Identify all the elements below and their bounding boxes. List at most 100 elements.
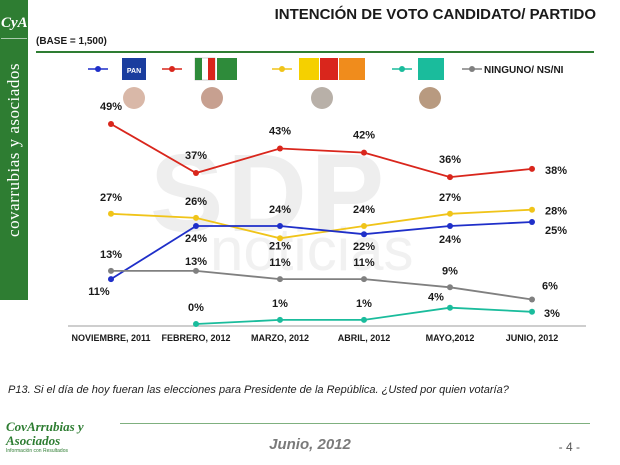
x-axis-labels: NOVIEMBRE, 2011 FEBRERO, 2012 MARZO, 2012 A…	[71, 333, 558, 343]
data-point-pan	[277, 223, 283, 229]
header-rule	[36, 51, 594, 53]
data-point-ninguno	[361, 276, 367, 283]
data-point-prd	[108, 210, 114, 217]
data-label-ninguno: 11%	[269, 257, 291, 269]
data-label-ninguno: 13%	[100, 249, 122, 261]
data-point-pan	[447, 223, 453, 229]
data-label-prd: 27%	[439, 192, 461, 204]
page-number: - 4 -	[558, 440, 580, 454]
data-point-pri	[108, 121, 114, 127]
legend-marker-prd	[279, 66, 285, 72]
legend-marker-pan	[95, 66, 101, 72]
data-label-prd: 24%	[353, 204, 375, 216]
data-point-panal	[529, 308, 535, 315]
data-point-ninguno	[193, 267, 199, 274]
data-label-panal: 1%	[356, 298, 372, 310]
plot-area: 49% 37% 43% 42% 36% 38% 27% 26% 21% 24% 27% 28% 11% 2…	[88, 101, 567, 327]
data-label-pan: 25%	[545, 225, 567, 237]
data-label-ninguno: 6%	[542, 281, 558, 293]
data-label-prd: 27%	[100, 192, 122, 204]
x-tick-label: FEBRERO, 2012	[161, 333, 230, 343]
series-line-pri	[110, 123, 533, 179]
legend: PAN NINGUNO/ NS/NI	[88, 57, 564, 109]
x-tick-label: MAYO,2012	[426, 333, 475, 343]
data-label-pri: 43%	[269, 126, 291, 138]
nueva-alianza-logo-icon	[418, 58, 444, 80]
legend-label-ninguno: NINGUNO/ NS/NI	[484, 65, 564, 76]
data-label-pri: 36%	[439, 154, 461, 166]
data-label-panal: 4%	[428, 292, 444, 304]
candidate-photo-pan-icon	[123, 87, 145, 109]
x-tick-label: ABRIL, 2012	[338, 333, 391, 343]
footer-logo-tagline: Información con Resultados	[6, 448, 68, 454]
data-label-ninguno: 11%	[353, 257, 375, 269]
data-point-ninguno	[277, 276, 283, 283]
data-point-prd	[447, 210, 453, 217]
data-point-prd	[193, 214, 199, 221]
series-line-ninguno	[111, 270, 533, 301]
data-label-pan: 24%	[269, 204, 291, 216]
prd-logo-icon	[299, 58, 319, 80]
legend-marker-panal	[399, 66, 405, 72]
sidebar-brand: CyA covarrubias y asociados	[0, 0, 28, 300]
x-tick-label: MARZO, 2012	[251, 333, 309, 343]
data-label-pan: 24%	[185, 233, 207, 245]
data-point-panal	[193, 321, 199, 327]
data-label-pri: 42%	[353, 130, 375, 142]
data-label-ninguno: 9%	[442, 265, 458, 277]
pri-logo-green	[195, 58, 202, 80]
candidate-photo-pri-icon	[201, 87, 223, 109]
data-point-prd	[529, 206, 535, 213]
pvem-logo-icon	[217, 58, 237, 80]
data-point-panal	[361, 316, 367, 323]
x-tick-label: NOVIEMBRE, 2011	[71, 333, 150, 343]
data-point-prd	[277, 235, 283, 242]
data-point-panal	[277, 316, 283, 323]
data-label-prd: 21%	[269, 240, 291, 252]
data-point-pri	[361, 149, 367, 156]
data-point-prd	[361, 223, 367, 229]
data-point-pri	[529, 165, 535, 172]
data-point-pan	[361, 231, 367, 238]
base-note: (BASE = 1,500)	[36, 36, 107, 47]
data-point-pan	[108, 276, 114, 283]
pan-logo-icon	[122, 58, 146, 80]
series-line-pan	[110, 221, 533, 280]
data-label-prd: 26%	[185, 196, 207, 208]
data-label-pri: 38%	[545, 165, 567, 177]
chart-title: INTENCIÓN DE VOTO CANDIDATO/ PARTIDO	[274, 6, 596, 23]
data-label-pri: 37%	[185, 150, 207, 162]
data-label-panal: 3%	[544, 308, 560, 320]
data-point-ninguno	[529, 296, 535, 303]
data-label-pan: 24%	[439, 234, 461, 246]
series-line-prd	[110, 208, 533, 240]
x-tick-label: JUNIO, 2012	[506, 333, 559, 343]
data-label-ninguno: 13%	[185, 256, 207, 268]
legend-marker-ninguno	[469, 66, 475, 72]
footer-logo-name: CovArrubias y Asociados	[6, 419, 84, 448]
footer-logo: CovArrubias y Asociados Información con …	[6, 420, 102, 462]
data-point-panal	[447, 304, 453, 311]
data-point-pri	[277, 145, 283, 152]
legend-marker-pri	[169, 66, 175, 72]
pri-logo-red	[208, 58, 215, 80]
data-label-pri: 49%	[100, 101, 122, 113]
candidate-photo-panal-icon	[419, 87, 441, 109]
data-point-ninguno	[108, 267, 114, 274]
data-label-prd: 28%	[545, 206, 567, 218]
data-point-pan	[193, 223, 199, 229]
data-label-panal: 0%	[188, 302, 204, 314]
data-point-pan	[529, 219, 535, 225]
data-point-ninguno	[447, 284, 453, 291]
data-label-pan: 22%	[353, 241, 375, 253]
watermark-sub: noticias	[210, 216, 414, 283]
mc-logo-icon	[339, 58, 365, 80]
data-label-pan: 11%	[88, 286, 110, 298]
footer-date: Junio, 2012	[269, 436, 351, 453]
data-label-panal: 1%	[272, 298, 288, 310]
pan-badge: PAN	[127, 68, 141, 75]
pt-logo-icon	[320, 58, 338, 80]
data-point-pri	[447, 174, 453, 181]
candidate-photo-prd-icon	[311, 87, 333, 109]
survey-question: P13. Si el día de hoy fueran las eleccio…	[8, 384, 509, 396]
